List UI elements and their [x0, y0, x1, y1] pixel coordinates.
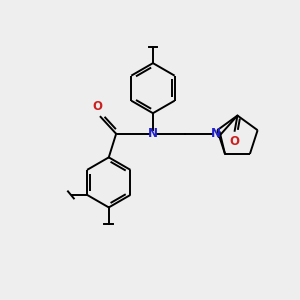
Text: O: O [230, 135, 239, 148]
Text: O: O [92, 100, 102, 113]
Text: N: N [148, 127, 158, 140]
Text: N: N [211, 127, 221, 140]
